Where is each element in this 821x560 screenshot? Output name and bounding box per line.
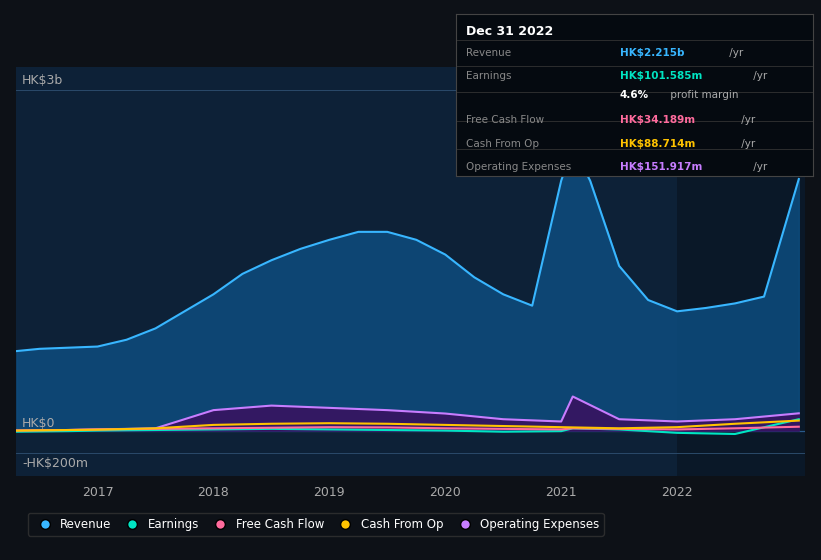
Legend: Revenue, Earnings, Free Cash Flow, Cash From Op, Operating Expenses: Revenue, Earnings, Free Cash Flow, Cash …: [28, 513, 604, 535]
Text: HK$101.585m: HK$101.585m: [620, 71, 702, 81]
Text: /yr: /yr: [750, 71, 767, 81]
Text: HK$0: HK$0: [22, 417, 56, 430]
Text: Operating Expenses: Operating Expenses: [466, 162, 571, 172]
Text: 4.6%: 4.6%: [620, 90, 649, 100]
Text: HK$151.917m: HK$151.917m: [620, 162, 702, 172]
Text: HK$2.215b: HK$2.215b: [620, 48, 685, 58]
Text: HK$3b: HK$3b: [22, 73, 63, 86]
Text: /yr: /yr: [738, 139, 755, 149]
Text: Dec 31 2022: Dec 31 2022: [466, 25, 553, 39]
Text: Earnings: Earnings: [466, 71, 511, 81]
Text: -HK$200m: -HK$200m: [22, 457, 88, 470]
Text: HK$34.189m: HK$34.189m: [620, 115, 695, 124]
Text: /yr: /yr: [726, 48, 743, 58]
Text: HK$88.714m: HK$88.714m: [620, 139, 695, 149]
Text: profit margin: profit margin: [667, 90, 739, 100]
Text: /yr: /yr: [738, 115, 755, 124]
Text: Cash From Op: Cash From Op: [466, 139, 539, 149]
Text: /yr: /yr: [750, 162, 767, 172]
Text: Free Cash Flow: Free Cash Flow: [466, 115, 544, 124]
Text: Revenue: Revenue: [466, 48, 511, 58]
Bar: [677, 67, 821, 476]
